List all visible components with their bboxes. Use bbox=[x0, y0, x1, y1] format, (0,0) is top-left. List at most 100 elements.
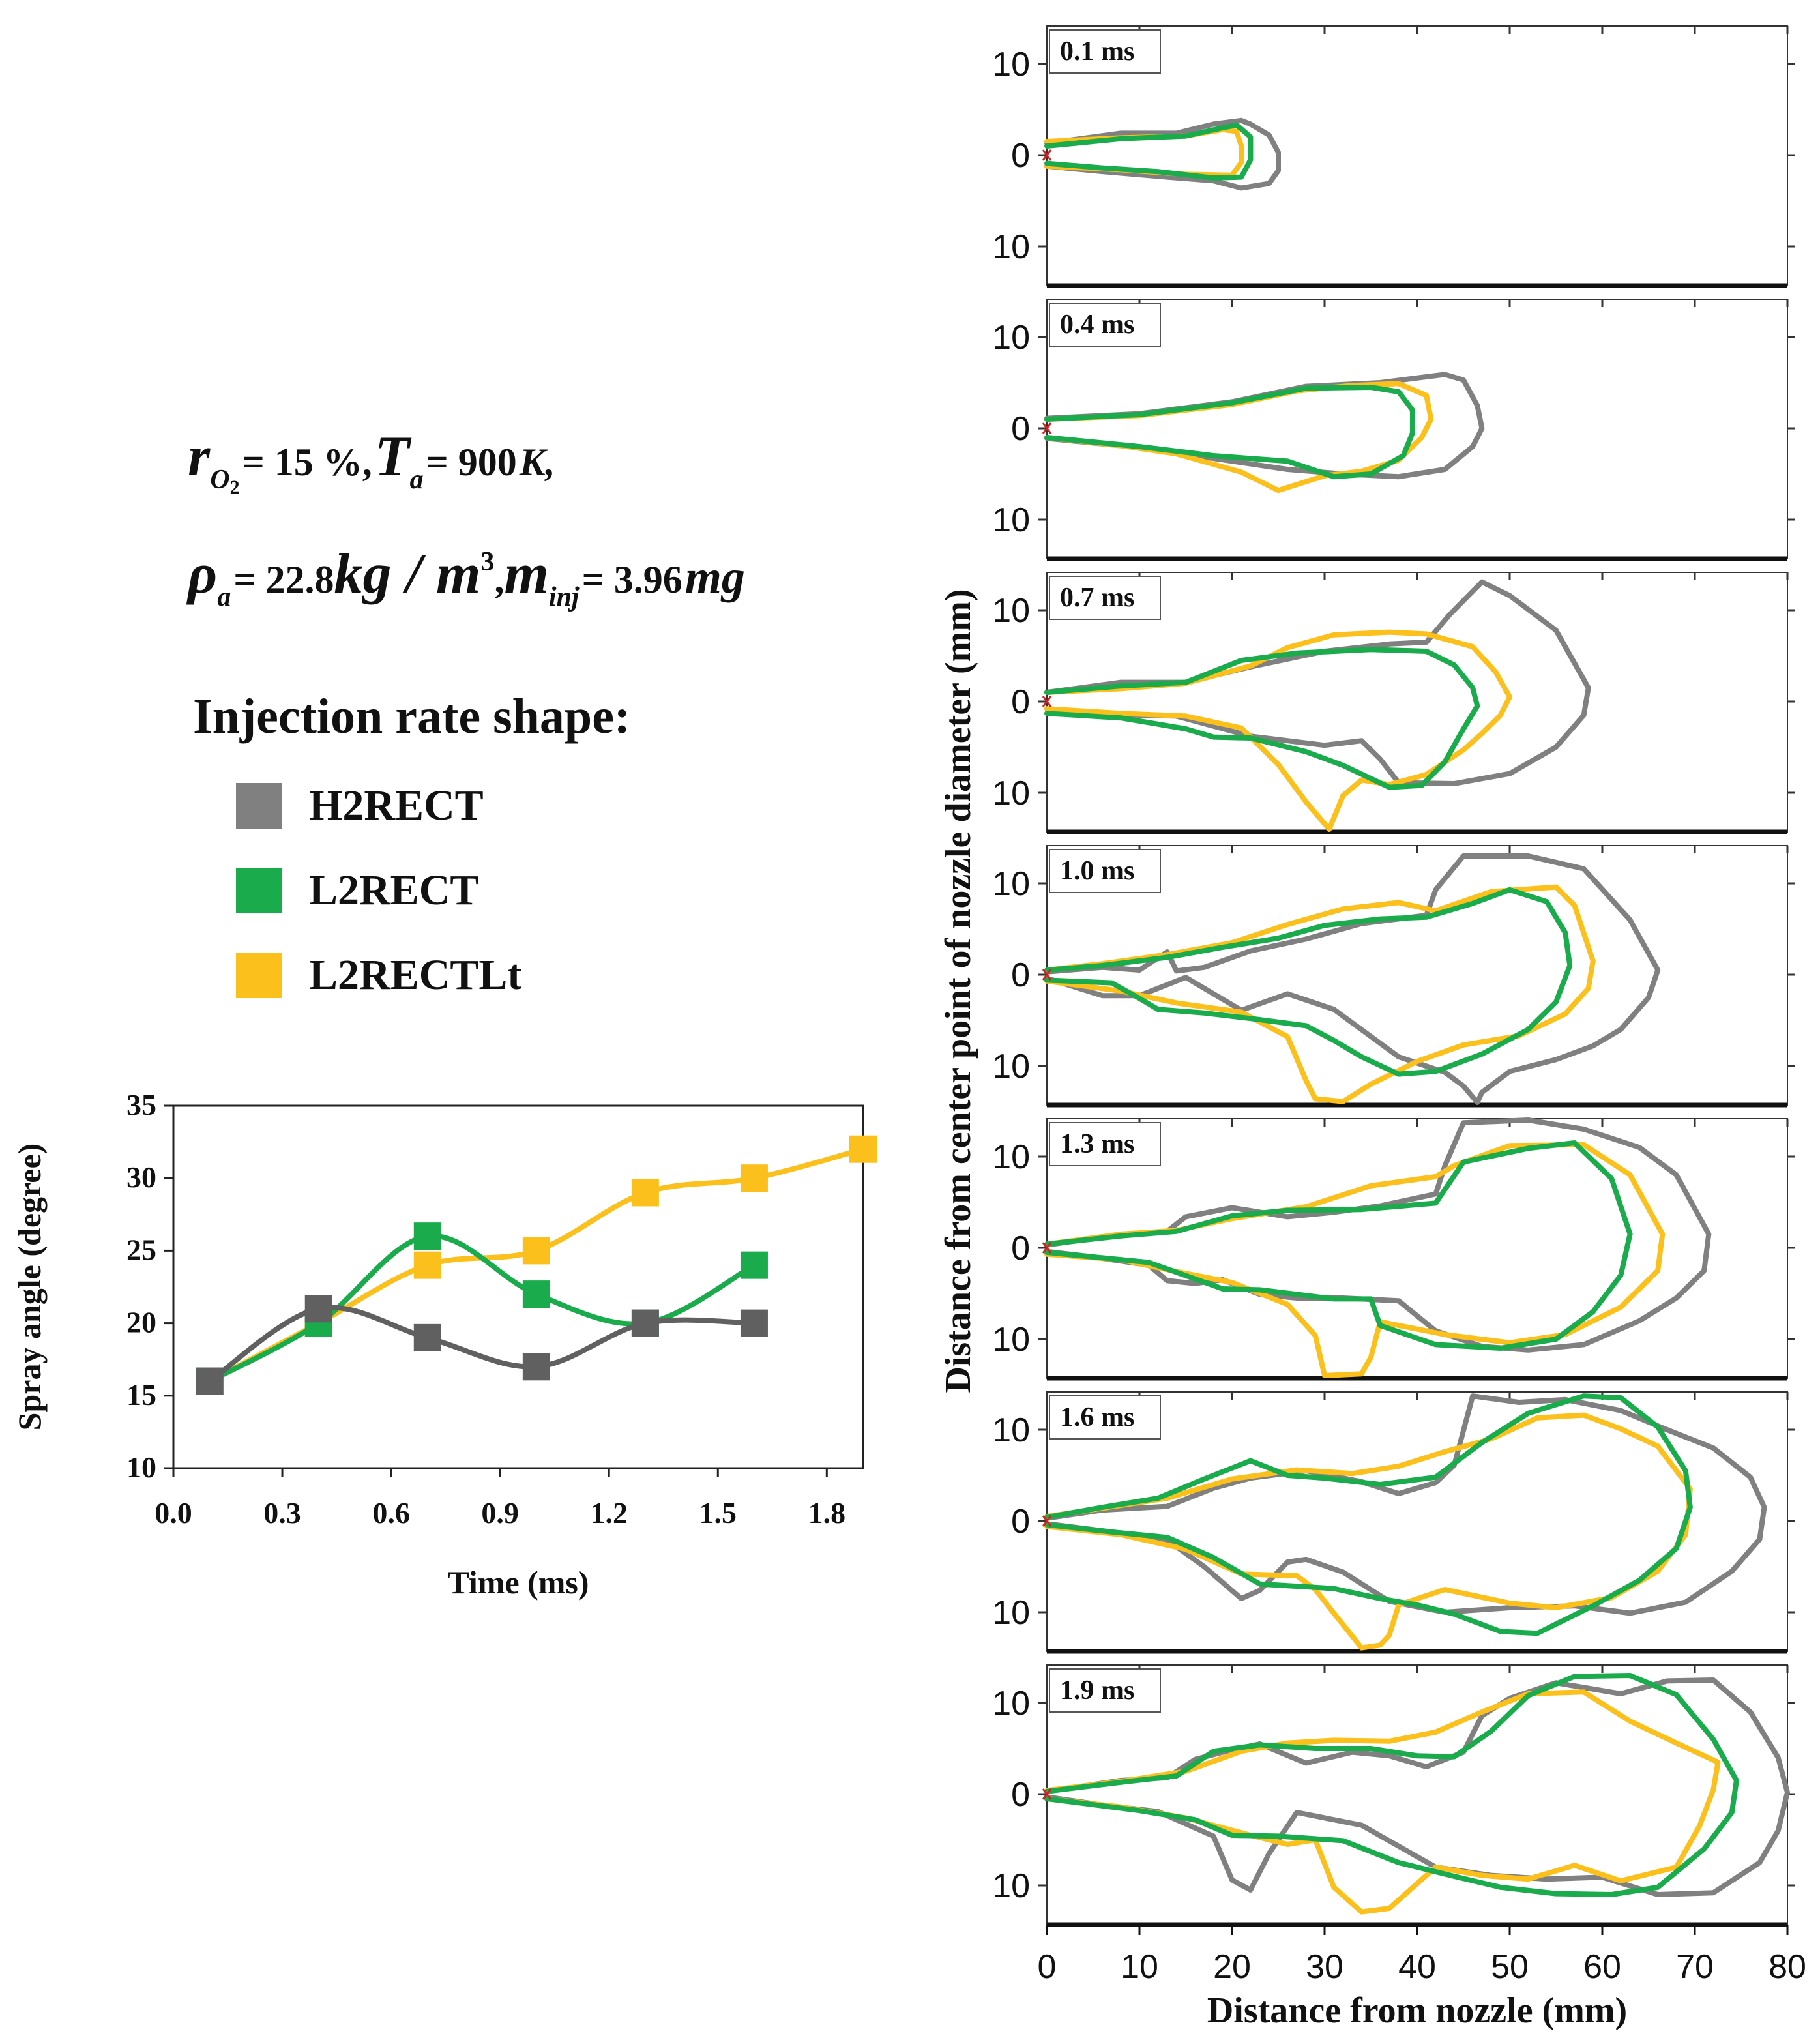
time-label-box bbox=[1049, 1668, 1161, 1713]
spray-outline-l2rect bbox=[1044, 1393, 1693, 1636]
panel-01ms: 10 0 10 0.1 ms bbox=[992, 25, 1795, 288]
time-label: 0.7 ms bbox=[1060, 583, 1134, 613]
x-axis-label: Distance from nozzle (mm) bbox=[1207, 1990, 1627, 2031]
temperature-value: = 900 bbox=[426, 441, 517, 484]
panel-y-tick-label: 0 bbox=[1011, 410, 1030, 448]
legend-item-h2rect: H2RECT bbox=[236, 780, 484, 832]
spray-contour-chart: 10 0 10 0.1 ms 10 0 10 0.4 ms 10 0 10 0.7 ms 10 0 10 1.… bbox=[938, 25, 1806, 2031]
mass-unit: mg bbox=[684, 551, 745, 603]
legend-item-l2rect: L2RECT bbox=[236, 864, 478, 917]
time-label-box bbox=[1049, 303, 1161, 347]
legend-label-h2rect: H2RECT bbox=[309, 782, 484, 829]
panel-y-tick-label: 10 bbox=[992, 501, 1030, 539]
panel-y-tick-label: 10 bbox=[992, 228, 1030, 266]
panel-y-tick-label: 10 bbox=[992, 1685, 1030, 1722]
y-tick-label: 20 bbox=[126, 1306, 156, 1339]
spray-outline-l2rectlt bbox=[1044, 1142, 1666, 1378]
legend-label-l2rectlt: L2RECTLt bbox=[309, 951, 522, 999]
spray-outline-l2rectlt bbox=[1044, 629, 1512, 832]
time-label-box bbox=[1049, 1395, 1161, 1440]
nozzle-marker bbox=[1042, 422, 1052, 434]
oxygen-symbol: r bbox=[188, 425, 211, 488]
time-label: 1.3 ms bbox=[1060, 1129, 1134, 1159]
x-tick-label: 0 bbox=[1038, 1948, 1057, 1986]
x-tick-label: 1.8 bbox=[808, 1496, 846, 1529]
panel-y-tick-label: 0 bbox=[1011, 683, 1030, 721]
y-tick-label: 25 bbox=[126, 1233, 156, 1266]
marker-h2rect bbox=[740, 1309, 768, 1337]
y-axis-label: Distance from center point of nozzle dia… bbox=[938, 589, 978, 1393]
marker-l2rectlt bbox=[849, 1135, 877, 1163]
panel-y-tick-label: 10 bbox=[992, 1867, 1030, 1905]
time-label-box bbox=[1049, 849, 1161, 893]
panel-19ms: 10 0 10 1.9 ms bbox=[992, 1664, 1795, 1927]
spray-outline-h2rect bbox=[1044, 117, 1281, 191]
panel-y-tick-label: 0 bbox=[1011, 1230, 1030, 1267]
marker-l2rectlt bbox=[740, 1164, 768, 1192]
panel-y-tick-label: 0 bbox=[1011, 1776, 1030, 1814]
marker-h2rect bbox=[304, 1295, 332, 1323]
x-tick-label: 1.2 bbox=[590, 1496, 628, 1529]
time-label: 1.0 ms bbox=[1060, 856, 1134, 886]
density-sub: a bbox=[217, 582, 231, 612]
density-unit: kg / m bbox=[334, 542, 481, 606]
y-tick-label: 35 bbox=[126, 1088, 156, 1121]
panel-13ms: 10 0 10 1.3 ms bbox=[992, 1117, 1795, 1381]
mass-sub: inj bbox=[548, 582, 580, 612]
marker-h2rect bbox=[631, 1309, 659, 1337]
legend-item-l2rectlt: L2RECTLt bbox=[236, 949, 521, 1001]
x-tick-label: 60 bbox=[1583, 1948, 1621, 1986]
density-symbol: ρ bbox=[188, 542, 218, 606]
panel-y-tick-label: 10 bbox=[992, 46, 1030, 83]
spray-angle-chart: 10 15 20 25 30 35 0.0 0.3 0.6 0.9 1.2 1.5 1.8 Time (m… bbox=[11, 1088, 877, 1601]
panel-y-tick-label: 0 bbox=[1011, 956, 1030, 994]
panel-10ms: 10 0 10 1.0 ms bbox=[992, 845, 1795, 1108]
x-tick-label: 80 bbox=[1769, 1948, 1806, 1986]
x-tick-label: 70 bbox=[1676, 1948, 1714, 1986]
temperature-unit: K, bbox=[519, 441, 555, 484]
panel-07ms: 10 0 10 0.7 ms bbox=[992, 572, 1795, 834]
panel-frame bbox=[1046, 1118, 1788, 1379]
marker-l2rectlt bbox=[413, 1251, 441, 1279]
nozzle-marker bbox=[1042, 1515, 1052, 1527]
oxygen-sub-2: 2 bbox=[229, 477, 240, 498]
spray-outline-l2rect bbox=[1044, 647, 1480, 790]
x-tick-label: 30 bbox=[1306, 1948, 1343, 1986]
spray-outline-l2rect bbox=[1044, 385, 1415, 480]
x-tick-label: 1.5 bbox=[699, 1496, 737, 1529]
time-label: 1.9 ms bbox=[1060, 1676, 1134, 1706]
density-unit-sup: 3 bbox=[480, 547, 495, 577]
time-label-box bbox=[1049, 29, 1161, 74]
x-tick-label: 20 bbox=[1213, 1948, 1251, 1986]
y-tick-label: 10 bbox=[126, 1451, 156, 1484]
condition-line-2: ρa = 22.8kg / m3,minj = 3.96 mg bbox=[188, 541, 745, 613]
spray-outline-l2rectlt bbox=[1044, 884, 1596, 1104]
time-label: 0.4 ms bbox=[1060, 310, 1134, 340]
x-tick-label: 50 bbox=[1491, 1948, 1529, 1986]
nozzle-marker bbox=[1042, 1788, 1052, 1800]
x-tick-label: 0.3 bbox=[263, 1496, 301, 1529]
temperature-symbol: T bbox=[374, 425, 410, 488]
density-value: = 22.8 bbox=[233, 558, 334, 601]
marker-h2rect bbox=[413, 1323, 441, 1351]
panel-04ms: 10 0 10 0.4 ms bbox=[992, 299, 1795, 561]
panel-y-tick-label: 10 bbox=[992, 865, 1030, 903]
marker-l2rect bbox=[413, 1222, 441, 1250]
panel-16ms: 10 0 10 1.6 ms bbox=[992, 1391, 1795, 1654]
marker-l2rect bbox=[522, 1280, 550, 1308]
marker-h2rect bbox=[522, 1353, 550, 1381]
density-comma: , bbox=[494, 558, 505, 601]
panel-frame bbox=[1046, 25, 1788, 286]
panel-y-tick-label: 10 bbox=[992, 1048, 1030, 1085]
nozzle-marker bbox=[1042, 149, 1052, 161]
nozzle-marker bbox=[1042, 1242, 1052, 1254]
spray-outline-l2rect bbox=[1044, 122, 1254, 181]
marker-l2rectlt bbox=[631, 1179, 659, 1207]
oxygen-sub: O bbox=[210, 465, 230, 495]
y-tick-label: 15 bbox=[126, 1378, 156, 1411]
time-label-box bbox=[1049, 1122, 1161, 1166]
y-tick-label: 30 bbox=[126, 1160, 156, 1194]
legend-swatch-l2rectlt bbox=[236, 953, 282, 998]
legend-swatch-h2rect bbox=[236, 783, 282, 829]
